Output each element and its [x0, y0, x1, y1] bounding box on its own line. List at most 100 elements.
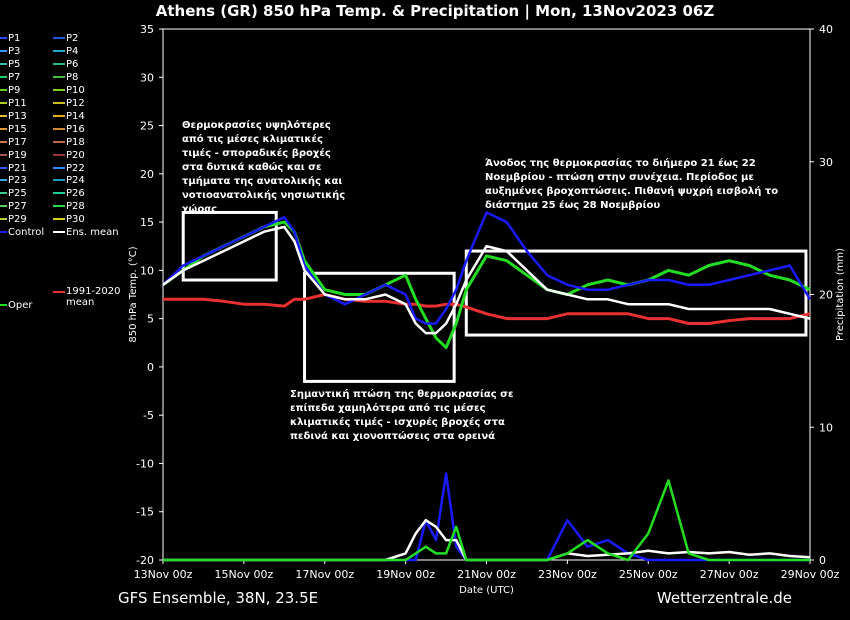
legend-swatch	[0, 153, 7, 156]
annotation-box-0	[181, 210, 278, 282]
x-tick-label: 25Nov 00z	[619, 568, 678, 581]
legend-swatch	[53, 75, 65, 78]
legend-item-control: Control	[0, 226, 44, 239]
x-tick-label: 19Nov 00z	[376, 568, 435, 581]
y-tick-label: 0	[147, 361, 154, 374]
annotation-box-2	[464, 249, 808, 337]
legend-label: P13	[8, 110, 27, 122]
legend-label: P18	[66, 136, 85, 148]
annotation-warm: Θερμοκρασίες υψηλότερες από τις μέσες κλ…	[182, 120, 346, 215]
legend-item-p26: P26	[53, 187, 85, 200]
y2-tick-label: 0	[819, 554, 826, 567]
legend-swatch	[0, 231, 7, 234]
y-tick-label: -15	[136, 506, 154, 519]
y2-axis-label: Precipitation (mm)	[835, 248, 846, 341]
temp-line-control	[162, 211, 812, 325]
temp-line-oper	[162, 220, 811, 350]
y2-tick-label: 20	[819, 289, 833, 302]
y-tick-label: 5	[147, 313, 154, 326]
legend-label: 1991-2020 mean	[66, 285, 121, 308]
legend-label: P14	[66, 110, 85, 122]
legend-swatch	[53, 179, 65, 182]
x-tick-label: 17Nov 00z	[295, 568, 354, 581]
legend-swatch	[0, 140, 7, 143]
legend-swatch	[0, 303, 7, 306]
chart-title: Athens (GR) 850 hPa Temp. & Precipitatio…	[155, 2, 715, 20]
legend-swatch	[53, 101, 65, 104]
legend-swatch	[53, 114, 65, 117]
y2-tick-label: 30	[819, 156, 833, 169]
legend-item-p13: P13	[0, 110, 27, 123]
legend-swatch	[0, 88, 7, 91]
legend-swatch	[0, 49, 7, 52]
legend-swatch	[0, 62, 7, 65]
legend-label: Oper	[8, 299, 33, 311]
legend-label: P2	[66, 33, 79, 44]
legend-item-p27: P27	[0, 200, 27, 213]
y2-tick-label: 40	[819, 23, 833, 36]
legend-swatch	[53, 62, 65, 65]
legend-label: P23	[8, 175, 27, 187]
legend-item-p30: P30	[53, 213, 85, 226]
legend-item-p16: P16	[53, 123, 85, 136]
legend-swatch	[0, 192, 7, 195]
legend-item-p17: P17	[0, 136, 27, 149]
legend-swatch	[53, 290, 65, 293]
precip-line-control	[163, 472, 810, 562]
legend-label: P10	[66, 84, 85, 96]
legend-swatch	[0, 166, 7, 169]
y2-tick-label: 10	[819, 421, 833, 434]
x-tick-label: 13Nov 00z	[134, 568, 193, 581]
legend-swatch	[53, 153, 65, 156]
legend-label: Ens. mean	[66, 227, 119, 239]
legend-item-p21: P21	[0, 162, 27, 175]
legend-item-oper: Oper	[0, 299, 32, 312]
precip-line-oper	[163, 479, 810, 562]
legend-swatch	[53, 231, 65, 234]
legend-label: P7	[8, 71, 21, 83]
legend-item-p24: P24	[53, 174, 85, 187]
y-tick-label: 25	[140, 120, 154, 133]
legend-label: P30	[66, 214, 85, 226]
annotation-late: Άνοδος της θερμοκρασίας το διήμερο 21 έω…	[485, 158, 779, 211]
legend-item-p1: P1	[0, 32, 20, 45]
legend-swatch	[0, 114, 7, 117]
legend-swatch	[53, 127, 65, 130]
y-tick-label: 35	[140, 23, 154, 36]
legend-item-p20: P20	[53, 149, 85, 162]
legend-item-p14: P14	[53, 110, 85, 123]
legend-item-p7: P7	[0, 71, 20, 84]
legend-label: P11	[8, 97, 27, 109]
legend-swatch	[53, 88, 65, 91]
footer-model: GFS Ensemble, 38N, 23.5E	[118, 589, 319, 607]
legend-item-p3: P3	[0, 45, 20, 58]
y-tick-label: 30	[140, 71, 154, 84]
legend-item-p23: P23	[0, 174, 27, 187]
legend-label: P6	[66, 58, 79, 70]
legend-item-p9: P9	[0, 84, 20, 97]
legend-label: P29	[8, 214, 27, 226]
legend-item-p4: P4	[53, 45, 78, 58]
legend-label: P21	[8, 162, 27, 174]
legend-label: P22	[66, 162, 85, 174]
legend-label: P26	[66, 188, 85, 200]
legend-label: P19	[8, 149, 27, 161]
legend-swatch	[53, 140, 65, 143]
legend-swatch	[53, 37, 65, 39]
y-tick-label: -10	[136, 457, 154, 470]
legend-swatch	[0, 205, 7, 208]
x-tick-label: 23Nov 00z	[538, 568, 597, 581]
legend-item-p5: P5	[0, 58, 20, 71]
x-tick-label: 27Nov 00z	[700, 568, 759, 581]
legend-swatch	[0, 101, 7, 104]
footer-source: Wetterzentrale.de	[656, 589, 792, 607]
x-tick-label: 15Nov 00z	[215, 568, 274, 581]
legend-item-p19: P19	[0, 149, 27, 162]
legend-label: P16	[66, 123, 85, 135]
y-tick-label: 10	[140, 264, 154, 277]
legend-item-p25: P25	[0, 187, 27, 200]
legend-label: P28	[66, 201, 85, 213]
legend-item-1991-2020-mean: 1991-2020 mean	[53, 286, 126, 308]
legend-item-ens-mean: Ens. mean	[53, 226, 119, 239]
legend-swatch	[53, 218, 65, 221]
